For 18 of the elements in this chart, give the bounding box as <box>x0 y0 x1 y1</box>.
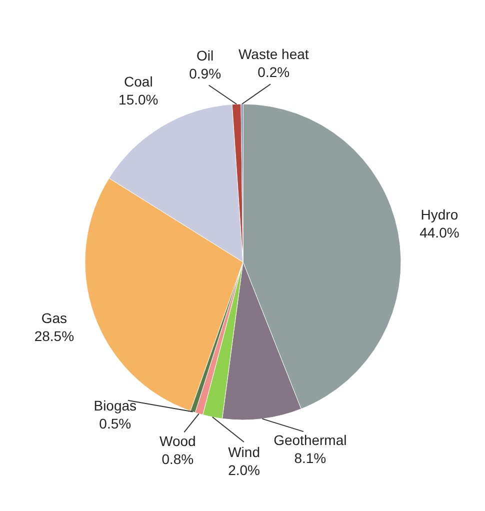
slice-label: Wood <box>160 432 196 449</box>
data-label: 8.1% <box>294 450 326 466</box>
data-label: 44.0% <box>420 224 460 240</box>
data-label: 28.5% <box>34 328 74 344</box>
slice-label: Wind <box>228 444 260 460</box>
data-label: 0.8% <box>162 450 194 467</box>
data-label: 2.0% <box>228 462 260 478</box>
slice-label: Coal <box>124 73 153 90</box>
slice-label: Waste heat <box>238 46 309 62</box>
slice-label: Biogas <box>94 398 137 414</box>
slice-label: Oil <box>196 47 214 64</box>
data-label: 0.9% <box>189 65 222 82</box>
slice-label: Gas <box>41 310 68 326</box>
data-label: 0.5% <box>99 416 132 432</box>
data-label: 0.2% <box>258 64 290 80</box>
data-label: 15.0% <box>118 91 158 108</box>
slice-label: Hydro <box>420 206 458 222</box>
slice-label: Geothermal <box>274 432 347 448</box>
